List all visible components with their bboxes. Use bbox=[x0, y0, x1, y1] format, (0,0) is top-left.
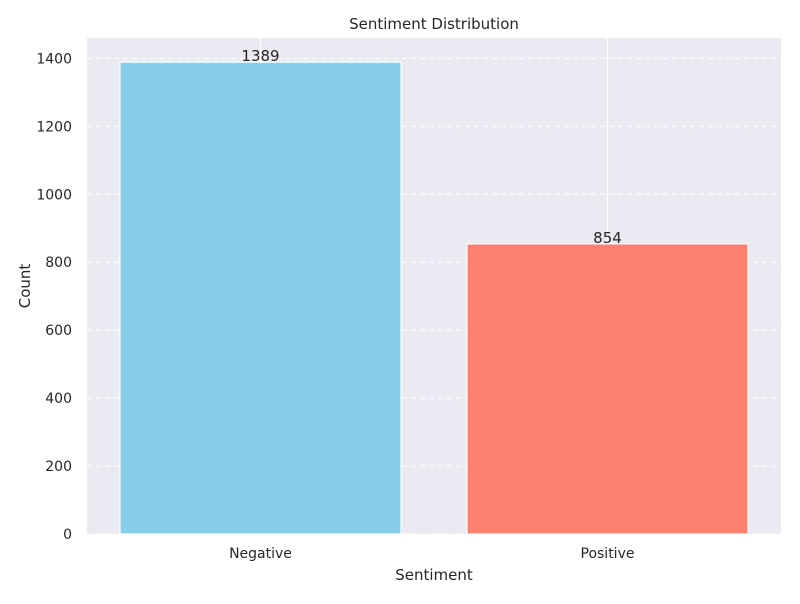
y-tick-label: 1400 bbox=[36, 51, 72, 67]
bars bbox=[119, 61, 749, 535]
y-tick-label: 1000 bbox=[36, 187, 72, 203]
chart-title: Sentiment Distribution bbox=[349, 15, 519, 33]
x-tick-labels: Negative Positive bbox=[229, 546, 634, 562]
y-axis-label: Count bbox=[16, 264, 34, 309]
y-tick-label: 400 bbox=[45, 391, 72, 407]
bar-positive bbox=[466, 243, 749, 535]
y-tick-label: 200 bbox=[45, 459, 72, 475]
bar-negative bbox=[119, 61, 402, 535]
x-tick-label: Positive bbox=[581, 546, 635, 562]
x-tick-label: Negative bbox=[229, 546, 292, 562]
y-tick-labels: 0 200 400 600 800 1000 1200 1400 bbox=[36, 51, 72, 543]
y-tick-label: 1200 bbox=[36, 119, 72, 135]
y-tick-label: 0 bbox=[63, 527, 72, 543]
data-label: 854 bbox=[593, 229, 622, 247]
x-axis-label: Sentiment bbox=[395, 566, 473, 584]
data-labels: 1389 854 bbox=[241, 47, 621, 247]
data-label: 1389 bbox=[241, 47, 279, 65]
y-tick-label: 600 bbox=[45, 323, 72, 339]
y-tick-label: 800 bbox=[45, 255, 72, 271]
